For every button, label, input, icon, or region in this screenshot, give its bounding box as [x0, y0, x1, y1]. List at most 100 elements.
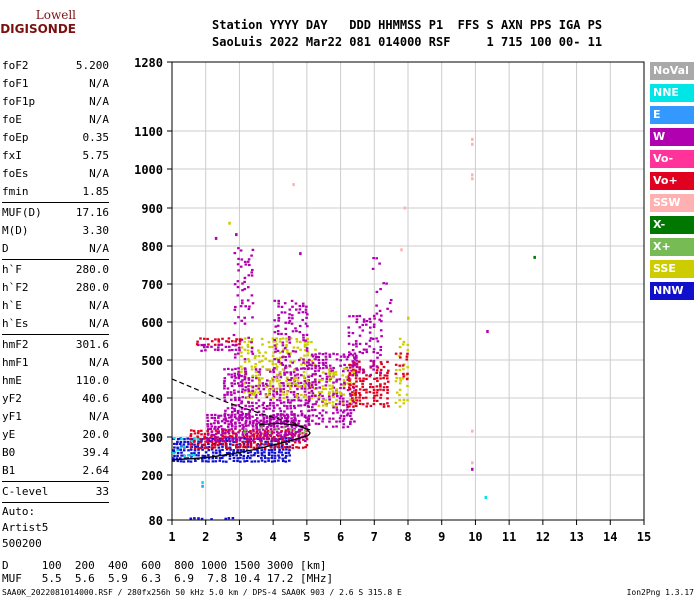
echo-point [303, 387, 307, 390]
param-name: h`F [2, 263, 22, 276]
echo-point [310, 383, 314, 387]
echo-point [278, 356, 282, 359]
echo-point [272, 401, 275, 405]
echo-point [295, 446, 298, 449]
echo-point [284, 327, 287, 330]
echo-point [288, 354, 292, 357]
echo-point [240, 402, 243, 405]
echo-point [233, 322, 237, 325]
echo-point [325, 366, 328, 369]
echo-point [277, 440, 280, 444]
echo-point [358, 394, 362, 397]
echo-point [225, 452, 229, 455]
echo-point [221, 445, 224, 448]
echo-point [375, 369, 379, 372]
echo-point [271, 387, 275, 390]
echo-point [383, 382, 387, 385]
echo-point [189, 460, 193, 463]
echo-point [339, 383, 343, 386]
echo-point [246, 438, 249, 441]
echo-point [358, 360, 361, 363]
echo-point [290, 431, 294, 434]
param-name: MUF(D) [2, 206, 42, 219]
echo-point [210, 430, 214, 433]
echo-point [280, 305, 284, 308]
echo-point [235, 446, 238, 449]
echo-point [230, 413, 234, 416]
echo-point [220, 343, 224, 346]
header-values: SaoLuis 2022 Mar22 081 014000 RSF 1 715 … [212, 35, 603, 49]
echo-point [283, 347, 287, 350]
param-row: hmF2 301.6 [2, 336, 109, 354]
echo-point [394, 372, 398, 375]
echo-point [331, 390, 335, 393]
echo-point [310, 385, 313, 388]
echo-point [235, 417, 238, 420]
echo-point [260, 459, 264, 462]
echo-point [281, 454, 284, 457]
echo-point [247, 400, 250, 403]
echo-point [287, 430, 291, 434]
echo-point [365, 391, 368, 394]
echo-point [287, 432, 291, 435]
echo-point [398, 364, 402, 367]
echo-point [361, 403, 365, 406]
echo-point [394, 380, 398, 383]
echo-point [292, 376, 296, 379]
echo-point [261, 428, 265, 431]
profile-curve-upper [259, 422, 311, 434]
echo-point [183, 445, 186, 448]
echo-point [311, 386, 314, 389]
echo-point [339, 364, 342, 367]
legend-item-nnw: NNW [650, 282, 694, 300]
echo-point [369, 404, 373, 407]
y-tick-label: 200 [141, 469, 163, 483]
echo-point [287, 451, 291, 454]
echo-point [306, 402, 310, 405]
echo-point [279, 337, 282, 341]
echo-point [214, 338, 217, 341]
echo-point [281, 446, 284, 450]
param-row: D N/A [2, 240, 109, 258]
echo-point [288, 319, 292, 323]
echo-point [287, 321, 291, 324]
echo-point [291, 305, 294, 308]
echo-point [267, 449, 271, 452]
echo-point [187, 460, 190, 463]
param-row: h`E N/A [2, 297, 109, 315]
echo-point [250, 397, 253, 400]
echo-point [387, 369, 390, 372]
echo-point [238, 349, 241, 352]
echo-point [225, 460, 228, 463]
echo-point [234, 404, 237, 407]
echo-point [275, 391, 279, 394]
echo-point [294, 419, 297, 422]
echo-point [272, 340, 275, 343]
echo-point [289, 401, 292, 404]
echo-point [175, 457, 179, 460]
echo-point [306, 354, 309, 357]
echo-point [355, 363, 359, 366]
echo-point [180, 451, 183, 454]
echo-point [379, 361, 383, 364]
echo-point [243, 382, 246, 385]
echo-point [389, 310, 393, 313]
echo-point [227, 413, 230, 416]
echo-point [320, 390, 324, 393]
echo-point [227, 517, 231, 520]
echo-point [250, 368, 254, 371]
echo-point [402, 368, 405, 371]
echo-point [305, 349, 309, 352]
echo-point [378, 309, 382, 312]
echo-point [317, 369, 320, 372]
echo-point [353, 352, 357, 355]
echo-point [213, 416, 216, 419]
echo-point [354, 396, 358, 399]
echo-point [379, 377, 382, 380]
echo-point [240, 365, 243, 368]
echo-point [300, 412, 304, 415]
echo-point [317, 361, 321, 364]
echo-point [260, 454, 264, 457]
echo-point [245, 419, 248, 422]
echo-point [269, 370, 272, 373]
